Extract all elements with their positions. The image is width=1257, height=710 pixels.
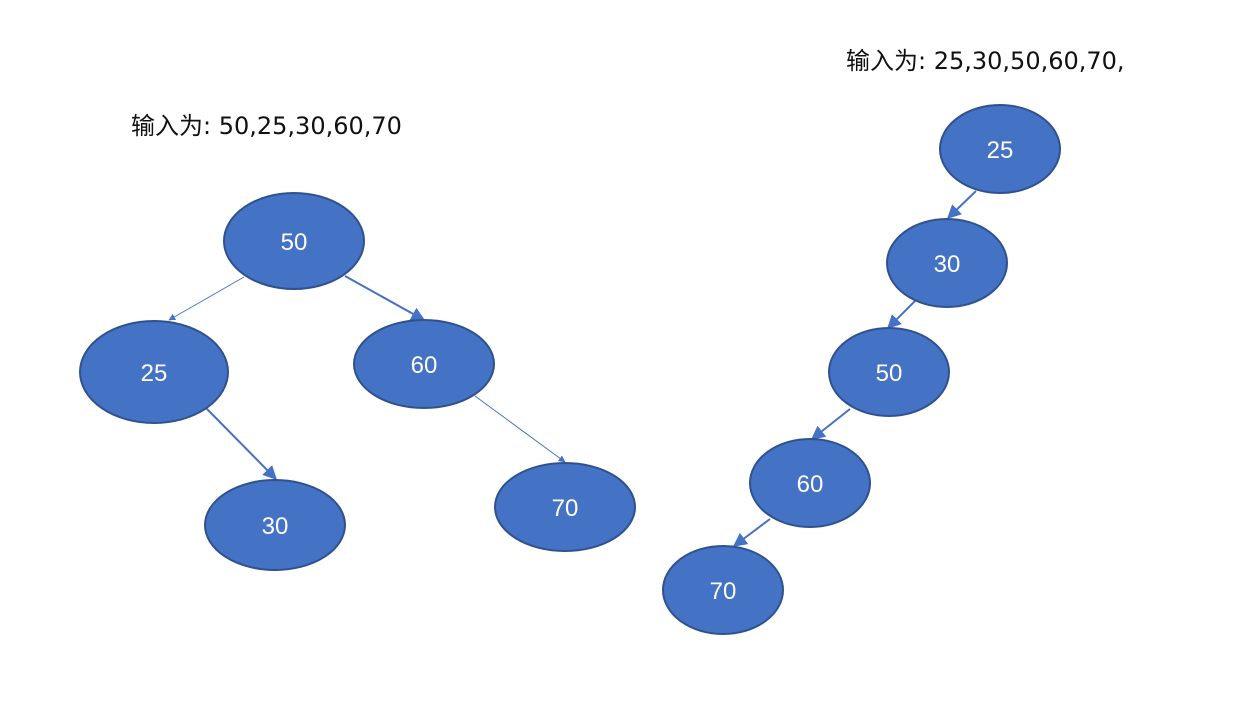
right-node-70: 70 <box>662 545 784 635</box>
left-node-50: 50 <box>223 192 365 290</box>
right-node-25: 25 <box>939 104 1061 194</box>
right-node-50-label: 50 <box>876 360 903 387</box>
right-node-70-label: 70 <box>710 578 737 605</box>
edge-60-70 <box>474 395 566 463</box>
edge-50-25 <box>168 276 245 321</box>
right-tree-edges <box>732 190 977 547</box>
left-node-50-label: 50 <box>281 229 308 256</box>
left-node-70-label: 70 <box>552 495 579 522</box>
right-node-30-label: 30 <box>934 251 961 278</box>
left-node-30-label: 30 <box>262 513 289 540</box>
left-node-70: 70 <box>494 462 636 552</box>
right-node-60: 60 <box>749 438 871 528</box>
edge-50-60-right <box>810 408 851 440</box>
right-node-50: 50 <box>828 327 950 417</box>
left-node-30: 30 <box>204 479 346 571</box>
edge-50-60 <box>344 275 426 321</box>
edge-30-50-right <box>887 300 916 329</box>
edge-25-30 <box>205 407 277 480</box>
right-node-30: 30 <box>886 218 1008 308</box>
left-tree-caption: 输入为: 50,25,30,60,70 <box>131 112 402 140</box>
left-node-25: 25 <box>79 320 229 424</box>
right-tree-caption: 输入为: 25,30,50,60,70, <box>846 47 1125 75</box>
left-node-60: 60 <box>353 319 495 409</box>
left-node-25-label: 25 <box>141 360 168 387</box>
right-node-25-label: 25 <box>987 137 1014 164</box>
edge-60-70-right <box>732 518 771 547</box>
left-node-60-label: 60 <box>411 352 438 379</box>
left-tree-edges <box>168 275 566 480</box>
right-node-60-label: 60 <box>797 471 824 498</box>
edge-25-30-right <box>946 190 977 219</box>
